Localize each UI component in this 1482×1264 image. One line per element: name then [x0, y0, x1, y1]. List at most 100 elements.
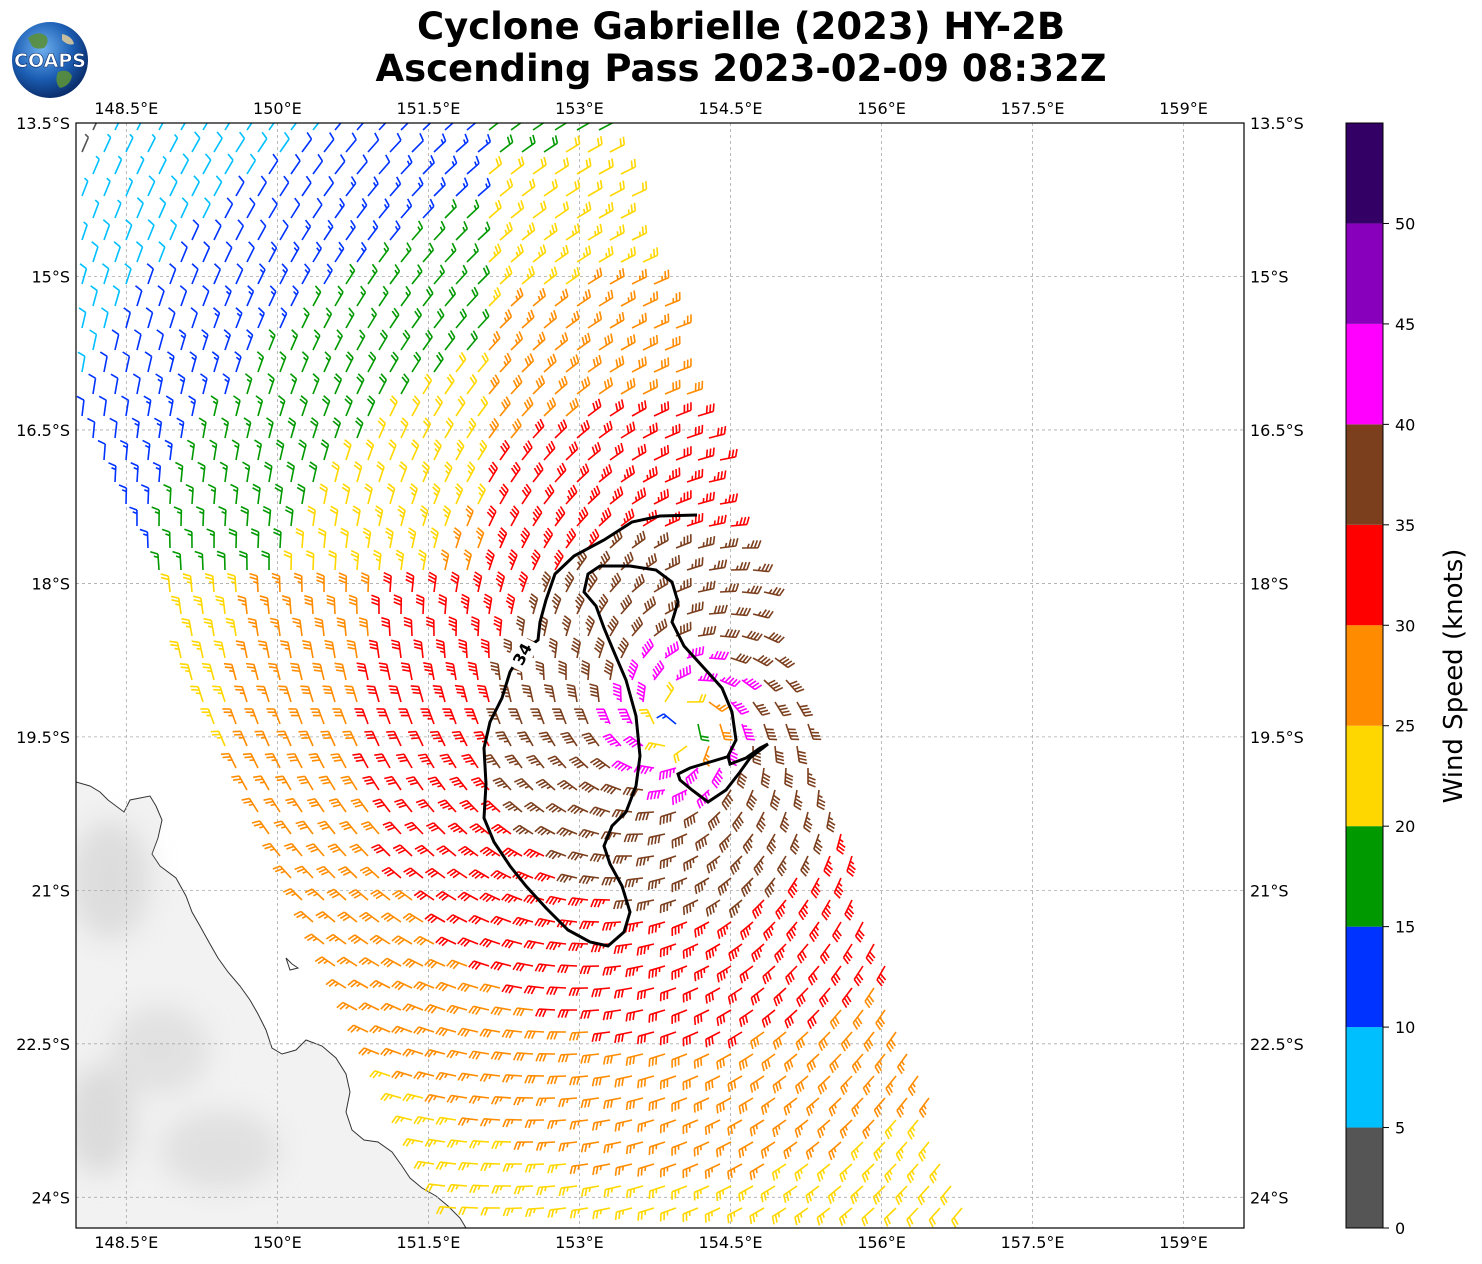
wind-barb — [490, 961, 512, 971]
wind-barb — [329, 505, 339, 527]
wind-barb — [631, 181, 648, 197]
wind-barb — [161, 528, 171, 549]
wind-barb — [477, 177, 491, 197]
wind-barb — [411, 395, 421, 417]
wind-barb — [517, 731, 534, 747]
wind-barb — [580, 1053, 600, 1064]
wind-barb — [374, 753, 391, 769]
wind-barb — [344, 685, 358, 703]
wind-barb — [380, 912, 402, 923]
wind-barb — [92, 123, 98, 131]
wind-barb — [411, 133, 424, 153]
wind-barb — [424, 1049, 446, 1058]
wind-barb — [510, 123, 522, 131]
wind-barb — [664, 467, 681, 483]
colorbar-segment-6 — [1346, 524, 1383, 626]
wind-barb — [861, 1207, 875, 1227]
wind-barb — [499, 134, 514, 153]
wind-barb — [397, 505, 406, 527]
wind-barb — [598, 123, 614, 131]
wind-barb — [556, 827, 578, 837]
wind-barb — [807, 767, 816, 788]
wind-barb — [565, 266, 580, 285]
wind-barb — [301, 175, 312, 197]
wind-barb — [355, 417, 364, 439]
wind-barb — [411, 264, 423, 285]
wind-barb — [257, 640, 270, 659]
wind-barb — [389, 263, 401, 285]
wind-barb — [376, 708, 391, 725]
wind-barb — [444, 123, 455, 131]
wind-barb — [274, 483, 284, 505]
wind-barb — [469, 823, 490, 835]
wind-barb — [653, 269, 670, 285]
wind-barb — [521, 134, 536, 153]
wind-barb — [774, 701, 792, 717]
wind-barb — [557, 1053, 578, 1063]
wind-barb — [708, 426, 727, 439]
wind-barb — [180, 197, 189, 219]
wind-barb — [631, 356, 647, 373]
lat-tick-left-2: 16.5°S — [16, 421, 70, 440]
wind-barb — [796, 745, 808, 765]
wind-barb — [524, 1163, 545, 1173]
wind-barb — [479, 892, 501, 903]
wind-barb — [917, 1185, 930, 1206]
wind-barb — [523, 985, 545, 995]
wind-barb — [488, 199, 502, 219]
wind-barb — [565, 484, 578, 505]
wind-barb — [694, 877, 710, 895]
wind-barb — [612, 855, 633, 864]
wind-barb — [587, 485, 601, 505]
wind-barb — [726, 1207, 743, 1224]
wind-barb — [719, 583, 740, 593]
wind-barb — [367, 263, 378, 285]
wind-barb — [648, 1053, 666, 1067]
wind-barb — [157, 285, 165, 307]
wind-barb — [486, 505, 497, 527]
wind-barb — [761, 1053, 776, 1072]
wind-barb — [587, 223, 603, 241]
wind-barb — [501, 847, 523, 858]
wind-barb — [587, 398, 602, 417]
wind-barb — [182, 573, 193, 593]
wind-barb — [659, 1031, 677, 1046]
wind-barb — [268, 153, 279, 175]
wind-barb — [256, 685, 270, 703]
wind-barb — [543, 222, 558, 241]
wind-barb — [81, 221, 88, 241]
colorbar-tick-label-2: 10 — [1395, 1018, 1415, 1037]
wind-barb — [838, 1207, 853, 1227]
wind-barb — [273, 820, 292, 835]
wind-barb — [750, 1031, 765, 1050]
wind-barb — [430, 527, 439, 549]
wind-barb — [442, 505, 452, 527]
wind-barb — [580, 1185, 600, 1197]
wind-barb — [218, 506, 227, 527]
wind-barb — [400, 662, 413, 681]
wind-barb — [631, 487, 647, 505]
wind-barb — [717, 877, 732, 896]
wind-barb — [212, 685, 226, 703]
wind-barb — [512, 1007, 534, 1017]
wind-barb — [664, 681, 675, 703]
wind-barb — [331, 461, 340, 483]
wind-barb — [345, 307, 355, 329]
wind-barb — [501, 1074, 523, 1083]
wind-barb — [591, 1119, 611, 1131]
wind-barb — [807, 965, 820, 986]
wind-barb — [518, 571, 529, 593]
wind-barb — [513, 1096, 534, 1106]
lon-tick-top-6: 157.5°E — [1001, 99, 1065, 118]
wind-barb — [283, 550, 293, 571]
wind-barb — [576, 245, 592, 263]
wind-barb — [587, 311, 603, 329]
wind-barb — [197, 461, 206, 483]
wind-barb — [554, 157, 570, 175]
wind-barb — [827, 1185, 842, 1204]
wind-barb — [513, 1141, 534, 1151]
wind-barb — [510, 331, 524, 351]
wind-barb — [360, 572, 370, 593]
wind-barb — [578, 781, 600, 793]
wind-barb — [682, 1207, 699, 1223]
